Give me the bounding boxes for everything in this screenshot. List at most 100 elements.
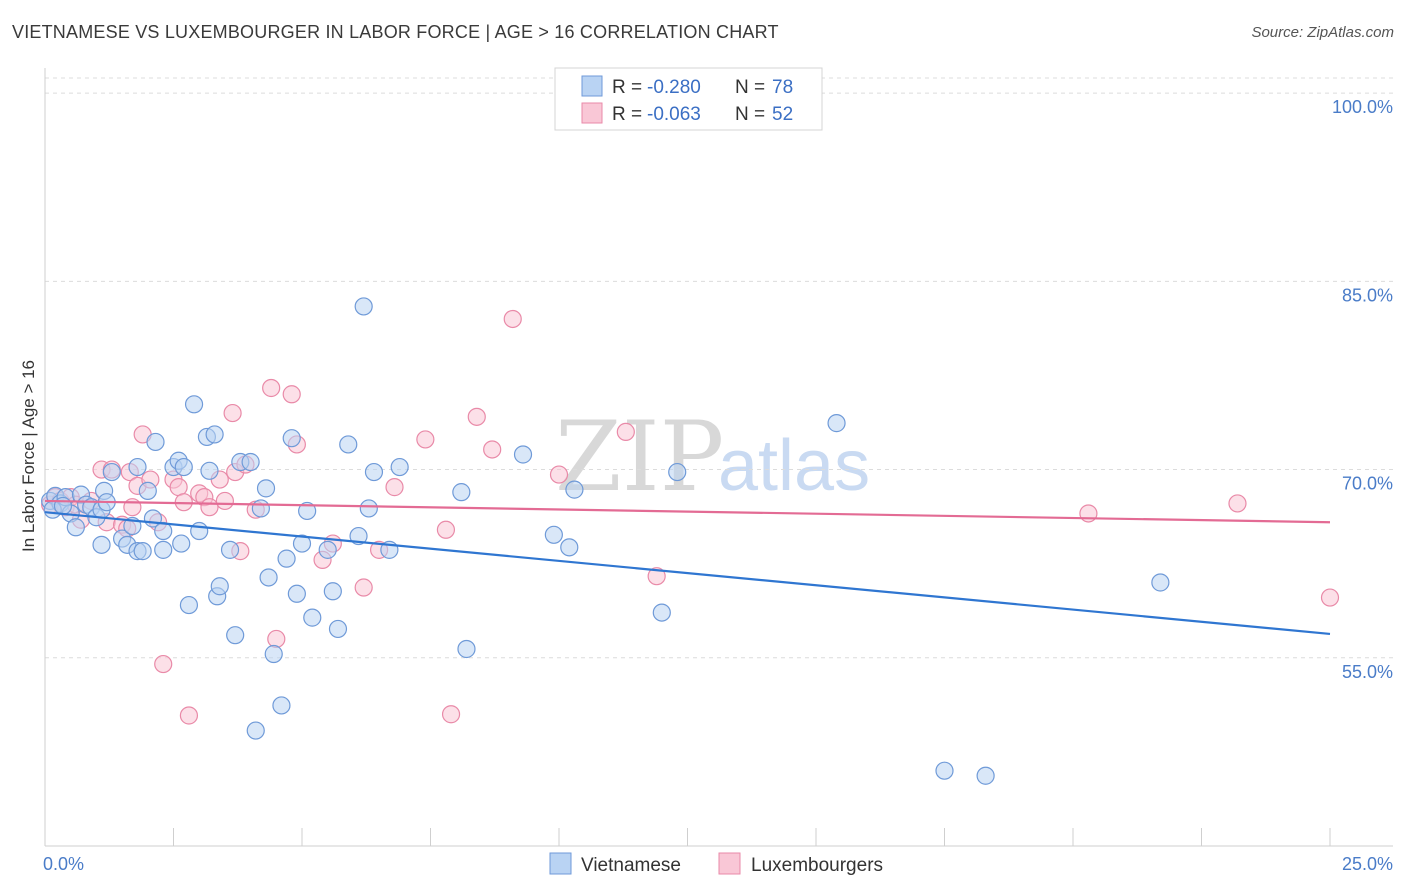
luxembourgers-point bbox=[200, 498, 219, 517]
watermark-zip: ZIP bbox=[555, 401, 724, 513]
vietnamese-point bbox=[452, 483, 471, 502]
vietnamese-point bbox=[976, 766, 995, 785]
y-tick-label-85: 85.0% bbox=[1342, 285, 1393, 305]
luxembourgers-point bbox=[354, 578, 373, 597]
vietnamese-point bbox=[264, 644, 283, 664]
vietnamese-point bbox=[652, 603, 671, 622]
vietnamese-point bbox=[328, 619, 348, 639]
axes bbox=[44, 68, 1393, 847]
vietnamese-point bbox=[138, 481, 157, 500]
luxembourgers-points bbox=[41, 309, 1340, 725]
luxembourgers-point bbox=[503, 309, 522, 329]
x-tick-label-max: 25.0% bbox=[1342, 854, 1393, 874]
vietnamese-point bbox=[92, 535, 111, 554]
vietnamese-point bbox=[339, 435, 358, 454]
vietnamese-point bbox=[359, 499, 378, 518]
vietnamese-point bbox=[174, 457, 193, 477]
luxembourgers-point bbox=[436, 520, 456, 539]
vietnamese-point bbox=[102, 462, 121, 482]
bottom-legend-swatch-luxembourgers bbox=[718, 852, 741, 875]
luxembourgers-point bbox=[267, 629, 286, 649]
luxembourgers-point bbox=[416, 430, 435, 449]
luxembourgers-point bbox=[154, 654, 173, 674]
luxembourgers-point bbox=[282, 385, 301, 404]
vietnamese-trendline bbox=[44, 511, 1331, 636]
vietnamese-point bbox=[292, 534, 312, 553]
vietnamese-point bbox=[318, 540, 337, 559]
vietnamese-point bbox=[298, 501, 317, 521]
y-tick-labels: 55.0% 70.0% 85.0% 100.0% bbox=[1332, 97, 1393, 682]
vietnamese-point bbox=[256, 479, 276, 498]
vietnamese-point bbox=[1151, 573, 1170, 592]
x-tick-label-min: 0.0% bbox=[43, 854, 84, 874]
luxembourgers-point bbox=[483, 440, 502, 459]
vietnamese-point bbox=[251, 499, 270, 518]
chart-title: VIETNAMESE VS LUXEMBOURGER IN LABOR FORC… bbox=[12, 22, 779, 42]
vietnamese-point bbox=[565, 480, 584, 499]
luxembourgers-point bbox=[169, 478, 188, 497]
vietnamese-point bbox=[246, 721, 265, 740]
vietnamese-point bbox=[390, 457, 409, 477]
legend-n-value-1: 78 bbox=[772, 77, 793, 98]
vietnamese-point bbox=[323, 582, 342, 601]
vietnamese-point bbox=[146, 432, 165, 452]
vietnamese-point bbox=[179, 595, 199, 615]
luxembourgers-point bbox=[385, 478, 404, 497]
vietnamese-point bbox=[259, 568, 278, 587]
watermark-atlas: atlas bbox=[718, 426, 870, 506]
bottom-legend-swatch-vietnamese bbox=[549, 852, 572, 875]
vietnamese-point bbox=[154, 521, 173, 541]
vietnamese-point bbox=[205, 425, 224, 444]
luxembourgers-point bbox=[616, 422, 635, 442]
luxembourgers-point bbox=[262, 378, 281, 398]
legend-r-value-1: -0.280 bbox=[647, 77, 701, 98]
vietnamese-point bbox=[226, 626, 245, 645]
luxembourgers-point bbox=[179, 706, 199, 725]
legend-n-value-2: 52 bbox=[772, 104, 793, 125]
luxembourgers-point bbox=[647, 567, 666, 586]
y-tick-label-55: 55.0% bbox=[1342, 662, 1393, 682]
x-ticks bbox=[44, 828, 1331, 846]
legend-n-label-1: N = bbox=[735, 77, 765, 98]
trendlines bbox=[44, 499, 1331, 636]
vietnamese-point bbox=[513, 445, 533, 464]
legend-r-value-2: -0.063 bbox=[647, 104, 701, 125]
vietnamese-points bbox=[41, 297, 1170, 785]
vietnamese-point bbox=[282, 429, 301, 448]
luxembourgers-point bbox=[1320, 588, 1340, 607]
legend-n-label-2: N = bbox=[735, 104, 765, 125]
bottom-legend-vietnamese: Vietnamese bbox=[581, 855, 681, 876]
vietnamese-point bbox=[53, 496, 73, 516]
luxembourgers-point bbox=[215, 491, 234, 511]
vietnamese-point bbox=[133, 542, 152, 561]
luxembourgers-point bbox=[223, 403, 242, 423]
vietnamese-point bbox=[184, 395, 204, 414]
y-tick-label-70: 70.0% bbox=[1342, 474, 1393, 494]
luxembourgers-point bbox=[467, 407, 486, 426]
stats-legend: R = -0.280 N = 78 R = -0.063 N = 52 bbox=[554, 67, 823, 131]
vietnamese-point bbox=[935, 761, 954, 780]
source-label: Source: ZipAtlas.com bbox=[1251, 24, 1394, 41]
vietnamese-point bbox=[349, 526, 368, 546]
vietnamese-point bbox=[200, 461, 219, 480]
vietnamese-point bbox=[66, 518, 85, 537]
vietnamese-point bbox=[457, 639, 476, 659]
bottom-legend-luxembourgers: Luxembourgers bbox=[751, 855, 883, 876]
luxembourgers-point bbox=[441, 705, 461, 724]
legend-r-label-2: R = bbox=[612, 104, 642, 125]
vietnamese-point bbox=[287, 584, 306, 603]
vietnamese-point bbox=[190, 521, 209, 541]
vietnamese-point bbox=[827, 414, 846, 433]
y-axis-title: In Labor Force | Age > 16 bbox=[19, 360, 38, 552]
vietnamese-point bbox=[128, 457, 147, 477]
vietnamese-point bbox=[210, 577, 229, 596]
luxembourgers-point bbox=[1228, 494, 1247, 513]
vietnamese-point bbox=[154, 540, 173, 559]
vietnamese-point bbox=[668, 462, 687, 482]
vietnamese-point bbox=[272, 696, 291, 715]
vietnamese-point bbox=[220, 540, 240, 559]
legend-swatch-vietnamese bbox=[581, 75, 603, 97]
y-tick-label-100: 100.0% bbox=[1332, 97, 1393, 117]
legend-swatch-luxembourgers bbox=[581, 102, 603, 124]
vietnamese-point bbox=[277, 549, 296, 568]
